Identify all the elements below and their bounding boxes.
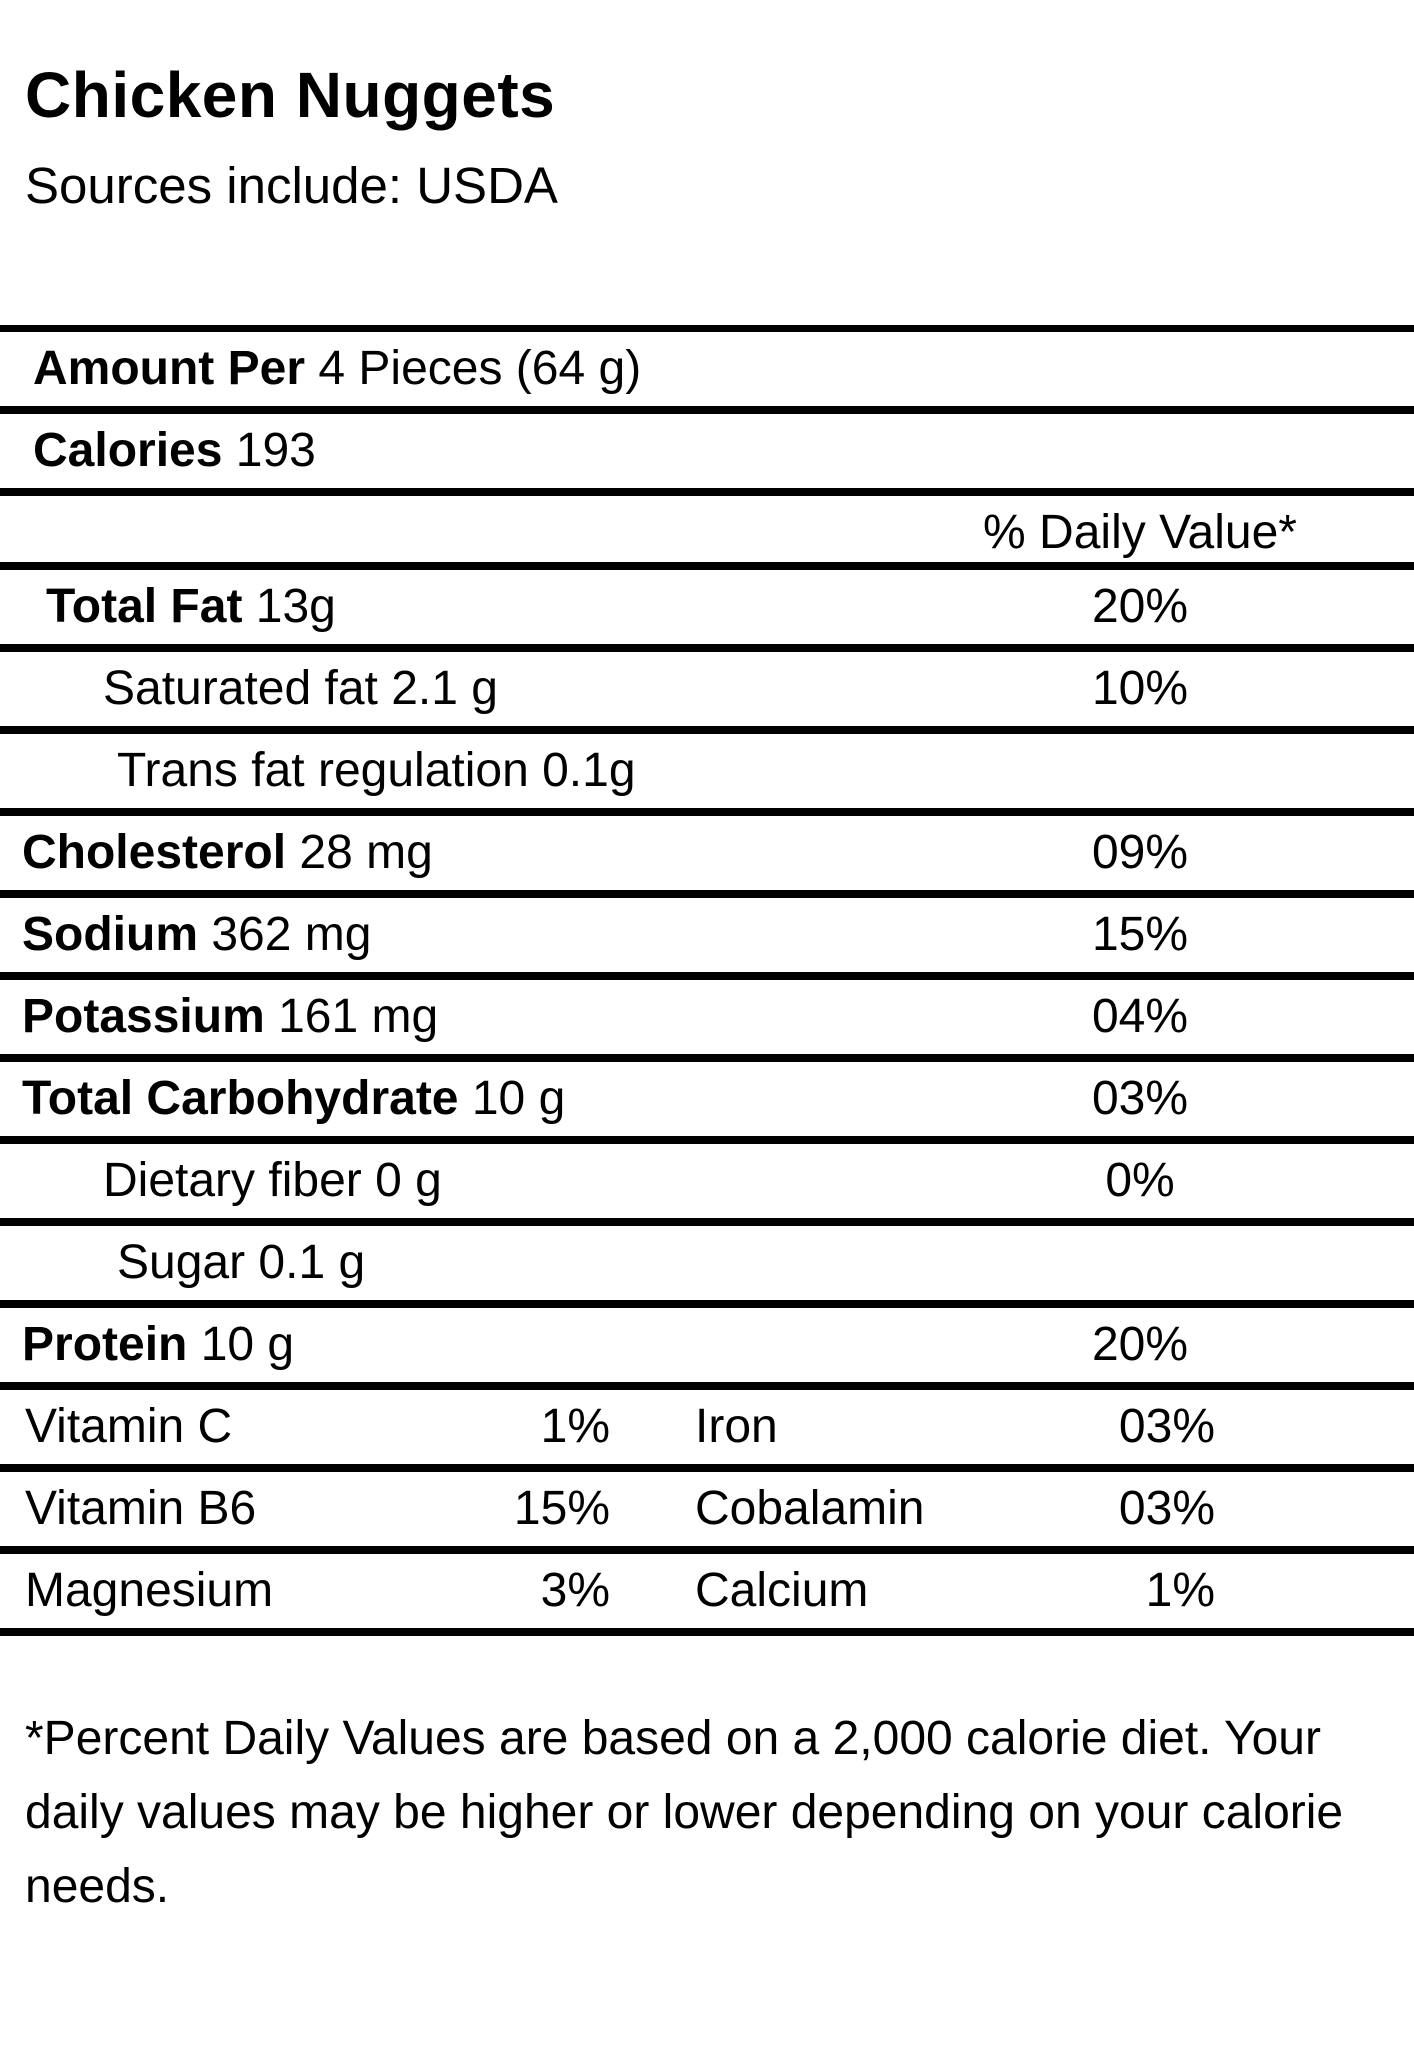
source-note: Sources include: USDA <box>25 157 558 214</box>
potassium-pct: 04% <box>1091 990 1189 1043</box>
calories-value: 193 <box>222 424 316 477</box>
protein-pct: 20% <box>1091 1318 1189 1371</box>
dietary-fiber-row: Dietary fiber 0 g 0% <box>0 1144 1414 1226</box>
vitamin-row: Vitamin C 1% Iron 03% <box>0 1390 1414 1472</box>
vitamin-b6-pct: 15% <box>513 1482 610 1535</box>
vitamin-c-pct: 1% <box>540 1400 610 1453</box>
vitamin-row: Vitamin B6 15% Cobalamin 03% <box>0 1472 1414 1554</box>
vitamin-c-label: Vitamin C <box>25 1400 233 1453</box>
cobalamin-pct: 03% <box>1118 1482 1215 1535</box>
magnesium-pct: 3% <box>540 1564 610 1617</box>
total-fat-label: Total Fat <box>46 580 243 633</box>
sodium-row: Sodium 362 mg 15% <box>0 898 1414 980</box>
saturated-fat-label: Saturated fat 2.1 g <box>103 662 498 715</box>
sugar-label: Sugar 0.1 g <box>117 1236 366 1289</box>
sugar-row: Sugar 0.1 g <box>0 1226 1414 1308</box>
daily-value-header-row: % Daily Value* <box>0 496 1414 570</box>
total-fat-value: 13g <box>242 580 336 633</box>
protein-label: Protein <box>22 1318 188 1371</box>
calcium-label: Calcium <box>695 1564 869 1617</box>
calories-row: Calories 193 <box>0 414 1414 496</box>
total-fat-row: Total Fat 13g 20% <box>0 570 1414 652</box>
cholesterol-row: Cholesterol 28 mg 09% <box>0 816 1414 898</box>
sodium-value: 362 mg <box>198 908 372 961</box>
nutrition-facts-table: Amount Per 4 Pieces (64 g) Calories 193 … <box>0 325 1414 1636</box>
amount-per-row: Amount Per 4 Pieces (64 g) <box>0 332 1414 414</box>
dietary-fiber-pct: 0% <box>1105 1154 1175 1207</box>
potassium-row: Potassium 161 mg 04% <box>0 980 1414 1062</box>
total-fat-pct: 20% <box>1091 580 1189 633</box>
dietary-fiber-label: Dietary fiber 0 g <box>103 1154 442 1207</box>
vitamin-b6-label: Vitamin B6 <box>25 1482 257 1535</box>
total-carbohydrate-value: 10 g <box>458 1072 566 1125</box>
protein-value: 10 g <box>187 1318 295 1371</box>
cholesterol-value: 28 mg <box>286 826 433 879</box>
iron-label: Iron <box>695 1400 778 1453</box>
calories-label: Calories <box>33 424 223 477</box>
total-carbohydrate-pct: 03% <box>1091 1072 1189 1125</box>
total-carbohydrate-row: Total Carbohydrate 10 g 03% <box>0 1062 1414 1144</box>
magnesium-label: Magnesium <box>25 1564 274 1617</box>
cobalamin-label: Cobalamin <box>695 1482 925 1535</box>
cholesterol-label: Cholesterol <box>22 826 287 879</box>
potassium-label: Potassium <box>22 990 265 1043</box>
amount-per-value: 4 Pieces (64 g) <box>305 342 642 395</box>
total-carbohydrate-label: Total Carbohydrate <box>22 1072 459 1125</box>
saturated-fat-pct: 10% <box>1091 662 1189 715</box>
page-title: Chicken Nuggets <box>25 59 556 131</box>
sodium-pct: 15% <box>1091 908 1189 961</box>
amount-per-label: Amount Per <box>33 342 306 395</box>
daily-value-footnote: *Percent Daily Values are based on a 2,0… <box>25 1712 1344 1913</box>
trans-fat-label: Trans fat regulation 0.1g <box>117 744 636 797</box>
calcium-pct: 1% <box>1145 1564 1215 1617</box>
vitamin-row: Magnesium 3% Calcium 1% <box>0 1554 1414 1636</box>
iron-pct: 03% <box>1118 1400 1215 1453</box>
trans-fat-row: Trans fat regulation 0.1g <box>0 734 1414 816</box>
cholesterol-pct: 09% <box>1091 826 1189 879</box>
saturated-fat-row: Saturated fat 2.1 g 10% <box>0 652 1414 734</box>
potassium-value: 161 mg <box>264 990 439 1043</box>
sodium-label: Sodium <box>22 908 198 961</box>
daily-value-header: % Daily Value* <box>983 506 1297 559</box>
protein-row: Protein 10 g 20% <box>0 1308 1414 1390</box>
